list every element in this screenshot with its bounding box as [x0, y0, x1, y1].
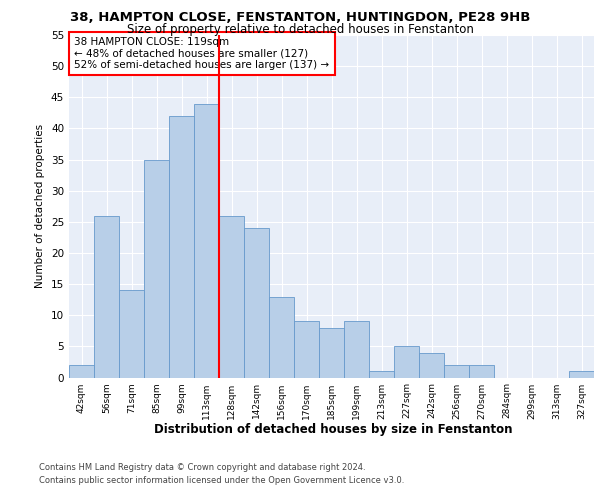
Bar: [119, 290, 144, 378]
Y-axis label: Number of detached properties: Number of detached properties: [35, 124, 46, 288]
Bar: [69, 365, 94, 378]
Bar: [569, 372, 594, 378]
Bar: [419, 352, 444, 378]
Bar: [169, 116, 194, 378]
Bar: [319, 328, 344, 378]
Bar: [269, 296, 294, 378]
Text: Distribution of detached houses by size in Fenstanton: Distribution of detached houses by size …: [154, 422, 512, 436]
Bar: [144, 160, 169, 378]
Bar: [219, 216, 244, 378]
Text: Contains public sector information licensed under the Open Government Licence v3: Contains public sector information licen…: [39, 476, 404, 485]
Bar: [194, 104, 219, 378]
Text: Contains HM Land Registry data © Crown copyright and database right 2024.: Contains HM Land Registry data © Crown c…: [39, 462, 365, 471]
Bar: [94, 216, 119, 378]
Bar: [444, 365, 469, 378]
Text: Size of property relative to detached houses in Fenstanton: Size of property relative to detached ho…: [127, 22, 473, 36]
Text: 38, HAMPTON CLOSE, FENSTANTON, HUNTINGDON, PE28 9HB: 38, HAMPTON CLOSE, FENSTANTON, HUNTINGDO…: [70, 11, 530, 24]
Bar: [344, 322, 369, 378]
Bar: [244, 228, 269, 378]
Bar: [294, 322, 319, 378]
Bar: [369, 372, 394, 378]
Text: 38 HAMPTON CLOSE: 119sqm
← 48% of detached houses are smaller (127)
52% of semi-: 38 HAMPTON CLOSE: 119sqm ← 48% of detach…: [74, 36, 329, 70]
Bar: [394, 346, 419, 378]
Bar: [469, 365, 494, 378]
